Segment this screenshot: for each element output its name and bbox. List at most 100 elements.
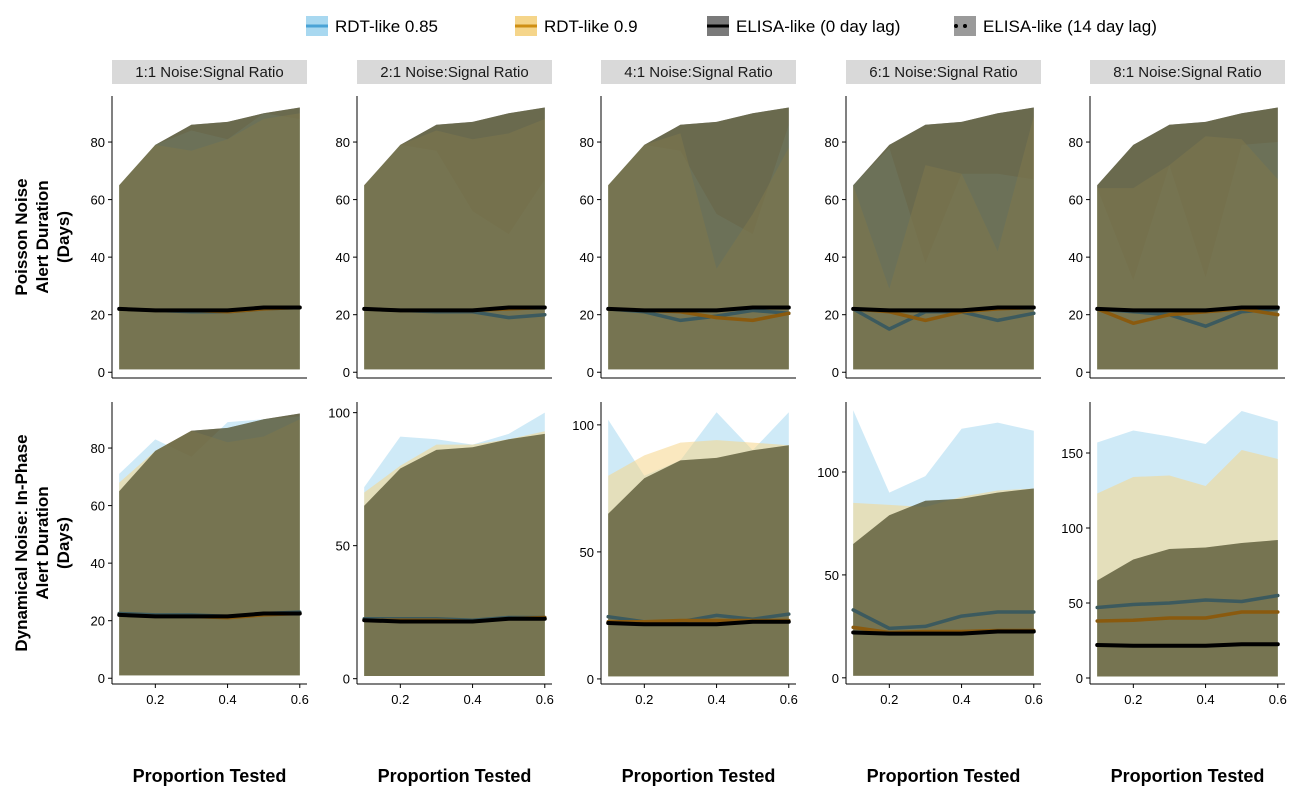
y-tick-label: 80 xyxy=(91,441,105,456)
legend-item-elisa-like-0-day-lag: ELISA-like (0 day lag) xyxy=(707,16,900,36)
x-axis-title: Proportion Tested xyxy=(1111,766,1265,786)
ribbon-elisa0 xyxy=(1097,540,1278,677)
median-line-elisa0 xyxy=(851,305,1036,313)
y-tick-label: 80 xyxy=(1069,135,1083,150)
ylabel-line: Alert Duration xyxy=(33,180,52,293)
y-tick-label: 40 xyxy=(1069,250,1083,265)
y-tick-label: 60 xyxy=(91,193,105,208)
y-tick-label: 150 xyxy=(1061,446,1083,461)
y-tick-label: 0 xyxy=(832,671,839,686)
y-tick-label: 20 xyxy=(336,308,350,323)
legend-item-elisa-like-14-day-lag: ELISA-like (14 day lag) xyxy=(954,16,1157,36)
panels: 1:1 Noise:Signal Ratio 0 20 40 60 80 2:1 Noise… xyxy=(91,60,1287,786)
x-tick-label: 0.2 xyxy=(391,692,409,707)
y-tick-label: 100 xyxy=(817,465,839,480)
y-tick-label: 80 xyxy=(825,135,839,150)
x-axis-title: Proportion Tested xyxy=(378,766,532,786)
legend: RDT-like 0.85 RDT-like 0.9 ELISA-like (0 d… xyxy=(306,16,1157,36)
y-tick-label: 0 xyxy=(832,365,839,380)
x-axis-title: Proportion Tested xyxy=(867,766,1021,786)
strip-label: 1:1 Noise:Signal Ratio xyxy=(135,64,283,81)
y-tick-label: 20 xyxy=(91,614,105,629)
strip-background xyxy=(1090,60,1285,84)
legend-label: ELISA-like (14 day lag) xyxy=(983,17,1157,36)
median-line-elisa0 xyxy=(851,629,1036,636)
y-tick-label: 0 xyxy=(587,672,594,687)
ribbon-elisa0 xyxy=(608,107,789,370)
median-line-elisa0 xyxy=(117,611,302,619)
y-tick-label: 0 xyxy=(1076,365,1083,380)
panel-r0-c2: 4:1 Noise:Signal Ratio 0 20 40 60 80 xyxy=(580,60,796,380)
legend-label: ELISA-like (0 day lag) xyxy=(736,17,900,36)
panel-r1-c2: 0 50 100 0.2 0.4 0.6 Proportion Tested xyxy=(572,402,798,786)
y-tick-label: 100 xyxy=(572,418,594,433)
legend-label: RDT-like 0.9 xyxy=(544,17,638,36)
y-tick-label: 40 xyxy=(91,250,105,265)
y-tick-label: 60 xyxy=(825,193,839,208)
legend-item-rdt-like-0-9: RDT-like 0.9 xyxy=(515,16,638,36)
panel-r0-c4: 8:1 Noise:Signal Ratio 0 20 40 60 80 xyxy=(1069,60,1285,380)
row-ylabel-0: Poisson Noise Alert Duration (Days) xyxy=(12,178,73,295)
x-axis-title: Proportion Tested xyxy=(133,766,287,786)
panel-r1-c1: 0 50 100 0.2 0.4 0.6 Proportion Tested xyxy=(328,402,554,786)
x-tick-label: 0.2 xyxy=(1124,692,1142,707)
ribbon-elisa0 xyxy=(119,413,300,676)
row-labels: Poisson Noise Alert Duration (Days) Dynamic… xyxy=(12,178,73,651)
median-line-rdt90 xyxy=(1095,610,1280,623)
y-tick-label: 100 xyxy=(1061,521,1083,536)
panel-r0-c0: 1:1 Noise:Signal Ratio 0 20 40 60 80 xyxy=(91,60,307,380)
strip-8-1-noise-signal-ratio: 8:1 Noise:Signal Ratio xyxy=(1090,60,1285,84)
x-tick-label: 0.6 xyxy=(1025,692,1043,707)
x-tick-label: 0.4 xyxy=(464,692,482,707)
x-tick-label: 0.4 xyxy=(953,692,971,707)
x-tick-label: 0.2 xyxy=(635,692,653,707)
x-tick-label: 0.6 xyxy=(536,692,554,707)
strip-background xyxy=(846,60,1041,84)
ribbon-elisa0 xyxy=(364,107,545,370)
ylabel-line: (Days) xyxy=(54,211,73,263)
strip-label: 4:1 Noise:Signal Ratio xyxy=(624,64,772,81)
ribbon-elisa0 xyxy=(1097,107,1278,370)
median-line-elisa0 xyxy=(1095,305,1280,313)
y-tick-label: 0 xyxy=(343,672,350,687)
panel-r1-c4: 0 50 100 150 0.2 0.4 0.6 Proportion Tested xyxy=(1061,402,1287,786)
median-line-elisa0 xyxy=(362,616,547,624)
y-tick-label: 40 xyxy=(580,250,594,265)
ylabel-line: (Days) xyxy=(54,517,73,569)
y-tick-label: 50 xyxy=(1069,596,1083,611)
strip-label: 6:1 Noise:Signal Ratio xyxy=(869,64,1017,81)
x-tick-label: 0.4 xyxy=(1197,692,1215,707)
y-tick-label: 20 xyxy=(91,308,105,323)
y-tick-label: 60 xyxy=(580,193,594,208)
panel-r1-c0: 0 20 40 60 80 0.2 0.4 0.6 Proportion Tested xyxy=(91,402,309,786)
x-tick-label: 0.6 xyxy=(1269,692,1287,707)
strip-2-1-noise-signal-ratio: 2:1 Noise:Signal Ratio xyxy=(357,60,552,84)
panel-r1-c3: 0 50 100 0.2 0.4 0.6 Proportion Tested xyxy=(817,402,1043,786)
strip-6-1-noise-signal-ratio: 6:1 Noise:Signal Ratio xyxy=(846,60,1041,84)
y-tick-label: 50 xyxy=(580,545,594,560)
median-line-elisa0 xyxy=(606,305,791,313)
y-tick-label: 50 xyxy=(825,568,839,583)
ylabel-line: Dynamical Noise: In-Phase xyxy=(12,434,31,651)
strip-background xyxy=(601,60,796,84)
y-tick-label: 20 xyxy=(1069,308,1083,323)
median-line-elisa0 xyxy=(362,305,547,313)
x-tick-label: 0.4 xyxy=(219,692,237,707)
y-tick-label: 60 xyxy=(1069,193,1083,208)
y-tick-label: 20 xyxy=(825,308,839,323)
strip-label: 2:1 Noise:Signal Ratio xyxy=(380,64,528,81)
row-ylabel-1: Dynamical Noise: In-Phase Alert Duration(… xyxy=(12,434,73,651)
y-tick-label: 40 xyxy=(336,250,350,265)
x-tick-label: 0.2 xyxy=(146,692,164,707)
y-tick-label: 80 xyxy=(336,135,350,150)
median-line-rdt85 xyxy=(851,608,1036,631)
y-tick-label: 80 xyxy=(580,135,594,150)
y-tick-label: 0 xyxy=(343,365,350,380)
y-tick-label: 0 xyxy=(98,671,105,686)
panel-r0-c1: 2:1 Noise:Signal Ratio 0 20 40 60 80 xyxy=(336,60,552,380)
y-tick-label: 40 xyxy=(825,250,839,265)
panel-r0-c3: 6:1 Noise:Signal Ratio 0 20 40 60 80 xyxy=(825,60,1041,380)
x-tick-label: 0.2 xyxy=(880,692,898,707)
x-tick-label: 0.6 xyxy=(291,692,309,707)
